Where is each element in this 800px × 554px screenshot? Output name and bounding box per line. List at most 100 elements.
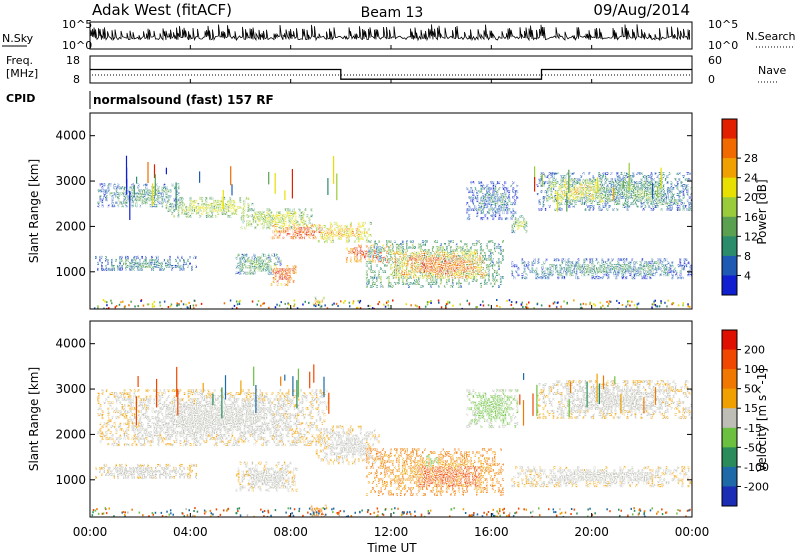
velocity-cell-1	[201, 428, 204, 432]
power-cell-5	[275, 253, 278, 257]
velocity-cell-1	[125, 434, 128, 438]
velocity-cell-1	[261, 443, 264, 447]
power-cell-14	[540, 184, 543, 187]
power-cell-3	[298, 223, 301, 227]
power-cell-14	[618, 181, 621, 184]
power-cell-10	[469, 275, 471, 279]
power-cell-17	[647, 273, 650, 277]
power-cell-9	[491, 261, 494, 264]
power-cell-16	[636, 187, 639, 191]
power-cell-3	[254, 220, 257, 224]
velocity-cell-0	[113, 466, 115, 470]
velocity-cell-1	[151, 410, 154, 414]
power-cell-14	[680, 202, 683, 205]
power-cell-9	[369, 252, 372, 255]
power-cell-0	[119, 264, 121, 268]
velocity-cell-1	[217, 422, 220, 426]
noise-dot	[231, 307, 234, 309]
power-cell-1	[131, 204, 134, 208]
velocity-cell-1	[161, 425, 164, 429]
velocity-cell-1	[169, 428, 172, 432]
noise-dot	[122, 300, 124, 303]
power-cell-1	[157, 201, 160, 205]
power-cell-6	[274, 268, 277, 271]
power-cell-0	[143, 261, 145, 265]
streak	[136, 176, 138, 184]
power-cell-1	[159, 192, 162, 196]
power-cell-4	[282, 227, 285, 231]
velocity-cell-1	[219, 407, 222, 411]
power-cell-2	[225, 211, 228, 215]
velocity-cell-1	[105, 389, 108, 393]
power-cell-5	[261, 259, 264, 263]
power-cell-15	[572, 190, 575, 194]
power-cell-9	[499, 246, 502, 249]
velocity-cell-1	[241, 389, 244, 393]
power-cell-14	[670, 190, 673, 193]
velocity-cell-1	[175, 398, 178, 402]
power-cell-1	[137, 192, 140, 196]
power-cell-2	[227, 205, 230, 209]
power-cell-7	[341, 233, 344, 237]
velocity-cell-1	[227, 404, 230, 408]
power-cell-10	[443, 260, 445, 264]
velocity-cell-0	[171, 469, 173, 473]
power-cell-16	[650, 184, 653, 188]
power-cell-14	[552, 187, 555, 190]
power-cell-9	[405, 282, 408, 285]
power-cell-9	[465, 279, 468, 282]
power-cell-3	[254, 226, 257, 230]
power-cell-2	[201, 211, 204, 215]
freq-label-line2: [MHz]	[6, 67, 38, 80]
velocity-cell-1	[253, 392, 256, 396]
power-cell-17	[627, 270, 630, 274]
noise-dot	[553, 301, 556, 304]
power-cell-9	[437, 285, 440, 288]
velocity-cell-1	[159, 401, 162, 405]
velocity-cell-1	[183, 437, 186, 441]
power-cell-5	[239, 256, 242, 260]
velocity-cell-1	[163, 392, 166, 396]
power-cell-10	[481, 275, 483, 279]
power-cell-15	[572, 187, 575, 191]
power-cell-1	[155, 198, 158, 202]
velocity-cell-1	[203, 416, 206, 420]
velocity-cell-1	[123, 407, 126, 411]
power-cell-8	[357, 259, 360, 263]
velocity-cell-1	[197, 419, 200, 423]
power-cell-17	[613, 267, 616, 271]
velocity-cell-1	[247, 440, 250, 444]
power-cell-10	[445, 272, 447, 276]
power-cell-0	[157, 264, 159, 268]
power-cell-14	[610, 193, 613, 196]
power-cell-16	[658, 202, 661, 206]
velocity-cell-1	[149, 425, 152, 429]
power-cell-7	[361, 224, 364, 228]
velocity-cell-1	[169, 437, 172, 441]
velocity-cell-1	[137, 428, 140, 432]
power-cell-3	[276, 220, 279, 224]
power-cell-5	[253, 262, 256, 266]
power-cell-14	[554, 178, 557, 181]
velocity-cell-1	[151, 437, 154, 441]
velocity-cell-1	[163, 431, 166, 435]
noise-dot	[602, 304, 604, 307]
velocity-cell-1	[219, 434, 222, 438]
noise-dot	[296, 307, 299, 309]
power-cell-0	[145, 255, 147, 259]
power-cell-9	[487, 273, 490, 276]
power-cell-17	[649, 273, 652, 277]
power-cell-14	[686, 178, 689, 181]
noise-dot	[348, 301, 351, 304]
power-cell-6	[292, 268, 295, 271]
power-cell-17	[665, 267, 668, 271]
power-cell-2	[191, 199, 194, 203]
power-cell-12	[498, 214, 501, 218]
power-cell-17	[559, 267, 562, 271]
power-cell-2	[231, 205, 234, 209]
power-cell-17	[563, 270, 566, 274]
velocity-cell-1	[249, 434, 252, 438]
power-cell-0	[131, 261, 133, 265]
power-cell-12	[500, 208, 503, 212]
power-cell-17	[569, 264, 572, 268]
